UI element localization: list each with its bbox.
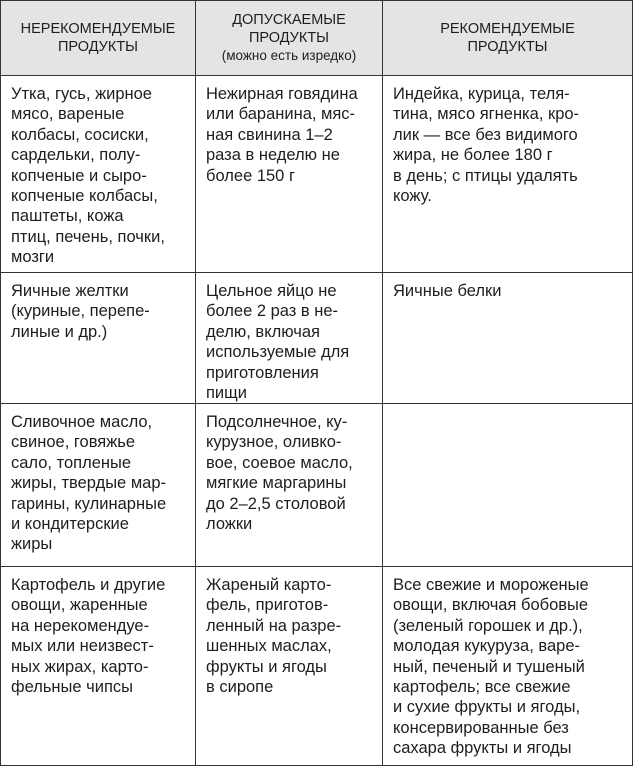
table-cell: Сливочное масло, свиное, говяжье сало, т… (0, 404, 196, 567)
column-note: (можно есть изредко) (221, 48, 357, 63)
header-cell: ДОПУСКАЕМЫЕ ПРОДУКТЫ (можно есть изредко) (196, 0, 383, 76)
header-cell: РЕКОМЕНДУЕМЫЕ ПРОДУКТЫ (383, 0, 633, 76)
table-cell: Картофель и другие овощи, жаренные на не… (0, 567, 196, 766)
table-cell: Яичные желтки (куриные, перепе- линые и … (0, 273, 196, 404)
table-cell: Индейка, курица, теля- тина, мясо ягненк… (383, 76, 633, 273)
table-cell: Нежирная говядина или баранина, мяс- ная… (196, 76, 383, 273)
header-cell: НЕРЕКОМЕНДУЕМЫЕ ПРОДУКТЫ (0, 0, 196, 76)
column-title: НЕРЕКОМЕНДУЕМЫЕ ПРОДУКТЫ (20, 21, 176, 55)
table-cell: Жареный карто- фель, приготов- ленный на… (196, 567, 383, 766)
table-cell: Все свежие и мороженые овощи, включая бо… (383, 567, 633, 766)
column-title: РЕКОМЕНДУЕМЫЕ ПРОДУКТЫ (440, 21, 575, 55)
table-cell: Утка, гусь, жирное мясо, вареные колбасы… (0, 76, 196, 273)
column-title: ДОПУСКАЕМЫЕ ПРОДУКТЫ (232, 12, 346, 46)
table-cell: Подсолнечное, ку- курузное, оливко- вое,… (196, 404, 383, 567)
table-cell: Яичные белки (383, 273, 633, 404)
table-cell (383, 404, 633, 567)
table-cell: Цельное яйцо не более 2 раз в не- делю, … (196, 273, 383, 404)
